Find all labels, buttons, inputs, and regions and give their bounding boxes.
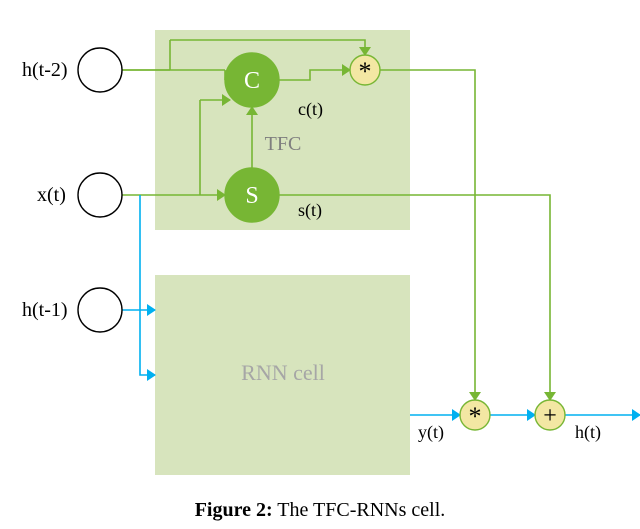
label-c_t: c(t)	[298, 99, 323, 120]
label-RNN: RNN cell	[241, 360, 325, 385]
label-h_t1: h(t-1)	[22, 299, 68, 321]
label-h_t2: h(t-2)	[22, 59, 68, 81]
node-x_t	[78, 173, 122, 217]
figure-caption: Figure 2: The TFC-RNNs cell.	[0, 499, 640, 522]
label-star2: *	[469, 402, 482, 431]
node-h_t2	[78, 48, 122, 92]
node-h_t1	[78, 288, 122, 332]
tfc-rnn-diagram: h(t-2) x(t) h(t-1) C S * * + c(t) s(t) y(t) h(t) TFC…	[0, 0, 640, 495]
caption-bold: Figure 2:	[195, 499, 273, 521]
label-star1: *	[359, 57, 372, 86]
label-x_t: x(t)	[37, 184, 66, 206]
label-s_t: s(t)	[298, 200, 322, 221]
label-S: S	[245, 183, 258, 209]
label-C: C	[244, 68, 260, 94]
label-TFC: TFC	[265, 133, 302, 155]
label-h_t: h(t)	[575, 422, 601, 443]
label-plus: +	[543, 403, 557, 429]
edge	[140, 195, 155, 375]
label-y_t: y(t)	[418, 422, 444, 443]
caption-rest: The TFC-RNNs cell.	[273, 499, 446, 521]
